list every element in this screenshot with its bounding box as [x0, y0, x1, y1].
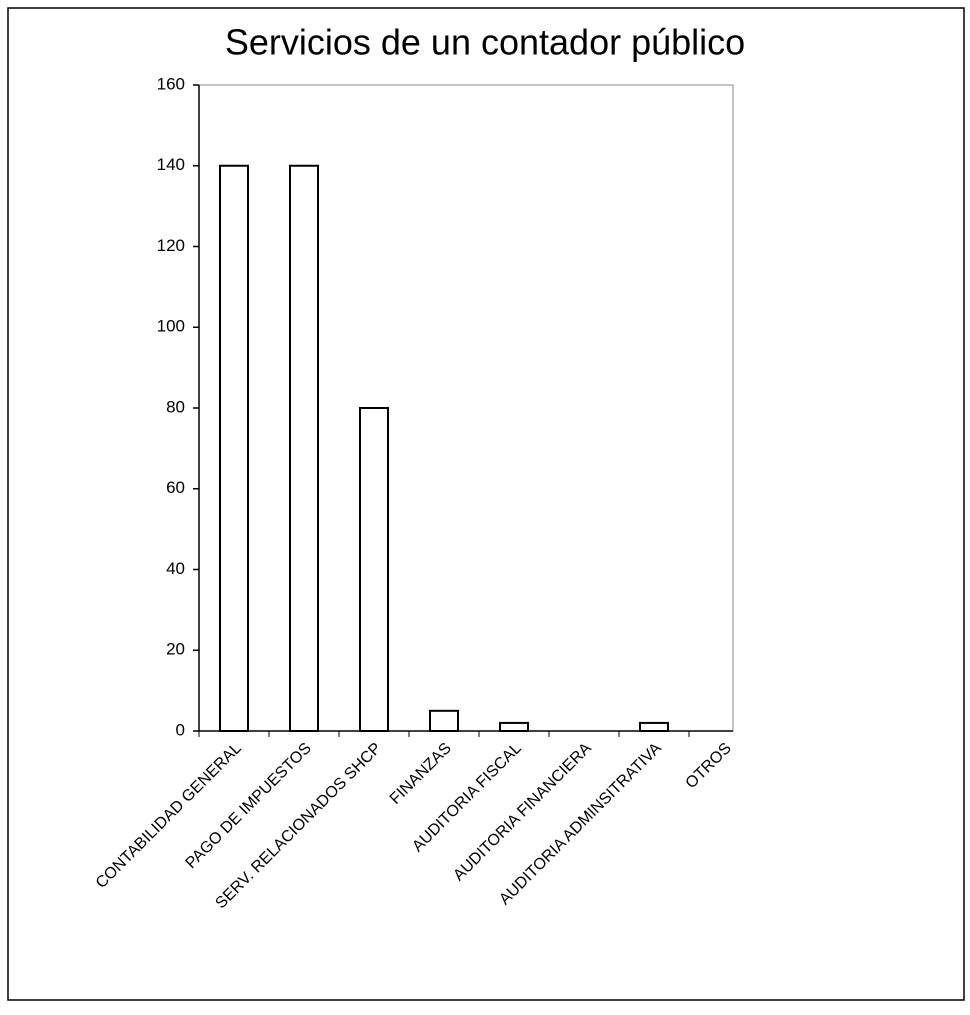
- y-tick-label: 140: [157, 155, 185, 174]
- y-tick-label: 60: [166, 478, 185, 497]
- plot-frame: [198, 84, 734, 732]
- y-tick-label: 80: [166, 397, 185, 416]
- x-tick-label: FINANZAS: [387, 740, 455, 808]
- y-tick-label: 120: [157, 236, 185, 255]
- x-tick-label: OTROS: [683, 740, 735, 792]
- y-tick-label: 100: [157, 317, 185, 336]
- bar: [219, 164, 249, 732]
- y-tick-label: 20: [166, 640, 185, 659]
- x-tick-label: PAGO DE IMPUESTOS: [183, 740, 315, 872]
- x-tick-label: AUDITORIA FINANCIERA: [450, 740, 595, 885]
- bar: [429, 709, 459, 732]
- y-tick-label: 0: [176, 720, 185, 739]
- chart-border: [7, 7, 965, 1001]
- chart-title: Servicios de un contador público: [225, 22, 745, 63]
- bar: [289, 164, 319, 732]
- bar: [359, 407, 389, 732]
- bar: [639, 721, 669, 732]
- y-tick-label: 40: [166, 559, 185, 578]
- y-tick-label: 160: [157, 74, 185, 93]
- x-tick-label: CONTABILIDAD GENERAL: [93, 740, 245, 892]
- bar: [499, 721, 529, 732]
